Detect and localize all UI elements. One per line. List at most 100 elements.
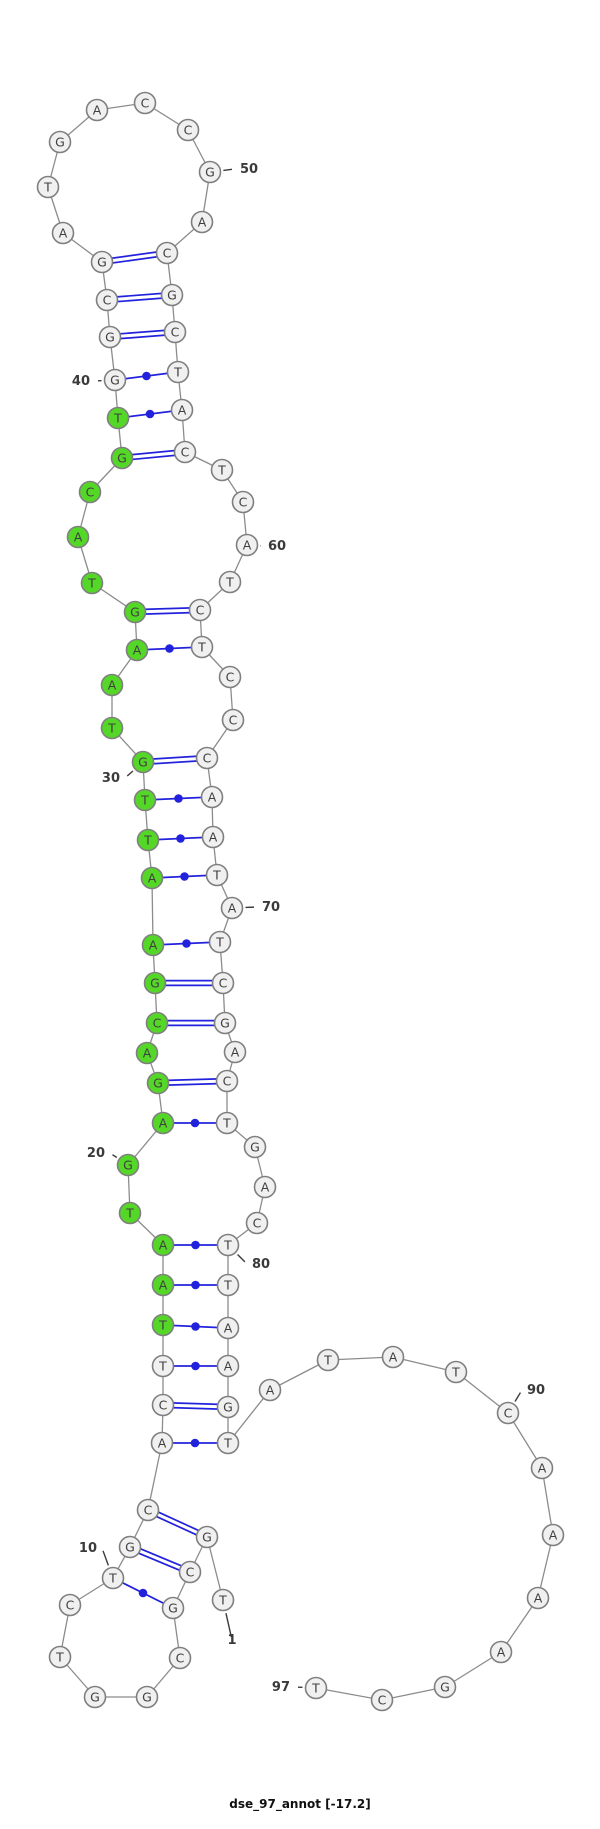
nucleotide-10-base: T xyxy=(108,1570,117,1585)
nucleotide-43-base: G xyxy=(97,254,107,269)
nucleotide-15-base: T xyxy=(158,1358,167,1373)
basepair-dot xyxy=(191,1281,200,1290)
position-label-70: 70 xyxy=(262,900,280,915)
position-label-97: 97 xyxy=(272,1680,290,1695)
nucleotide-46-base: G xyxy=(55,134,65,149)
nucleotide-17-base: A xyxy=(159,1277,168,1292)
basepair-dot xyxy=(191,1241,200,1250)
nucleotide-96-base: C xyxy=(378,1692,387,1707)
nucleotide-30-base: G xyxy=(138,754,148,769)
nucleotide-34-base: G xyxy=(130,604,140,619)
basepair-dot xyxy=(191,1439,200,1448)
nucleotide-66-base: C xyxy=(203,750,212,765)
nucleotide-27-base: A xyxy=(148,870,157,885)
nucleotide-70-base: A xyxy=(228,900,237,915)
nucleotide-58-base: T xyxy=(217,462,226,477)
nucleotide-85-base: T xyxy=(223,1435,232,1450)
basepair-dot xyxy=(191,1322,200,1331)
position-label-40: 40 xyxy=(72,374,90,389)
nucleotide-1-base: T xyxy=(218,1592,227,1607)
basepair-dot xyxy=(182,939,191,948)
nucleotide-82-base: A xyxy=(224,1320,233,1335)
nucleotide-49-base: C xyxy=(184,122,193,137)
nucleotide-89-base: T xyxy=(451,1364,460,1379)
nucleotide-64-base: C xyxy=(226,669,235,684)
nucleotide-31-base: T xyxy=(107,720,116,735)
nucleotide-93-base: A xyxy=(534,1590,543,1605)
nucleotide-44-base: A xyxy=(59,225,68,240)
nucleotide-69-base: T xyxy=(212,867,221,882)
basepair-dot xyxy=(191,1119,200,1128)
position-label-1: 1 xyxy=(227,1633,236,1648)
position-label-tick xyxy=(515,1393,520,1402)
nucleotide-88-base: A xyxy=(389,1349,398,1364)
basepair-dot xyxy=(191,1362,200,1371)
nucleotide-80-base: T xyxy=(223,1237,232,1252)
nucleotide-5-base: C xyxy=(176,1650,185,1665)
nucleotide-37-base: C xyxy=(86,484,95,499)
plot-caption: dse_97_annot [-17.2] xyxy=(0,1797,600,1811)
nucleotide-19-base: T xyxy=(125,1205,134,1220)
nucleotide-45-base: T xyxy=(43,179,52,194)
nucleotide-68-base: A xyxy=(209,829,218,844)
nucleotide-41-base: G xyxy=(105,329,115,344)
nucleotide-16-base: T xyxy=(158,1317,167,1332)
nucleotide-71-base: T xyxy=(215,934,224,949)
nucleotide-60-base: A xyxy=(243,537,252,552)
position-label-10: 10 xyxy=(79,1541,97,1556)
nucleotide-39-base: T xyxy=(113,410,122,425)
position-label-60: 60 xyxy=(268,539,286,554)
nucleotide-78-base: A xyxy=(261,1179,270,1194)
position-label-tick xyxy=(112,1155,116,1158)
nucleotide-12-base: C xyxy=(144,1502,153,1517)
nucleotide-90-base: C xyxy=(504,1405,513,1420)
nucleotide-18-base: A xyxy=(159,1237,168,1252)
nucleotide-7-base: G xyxy=(90,1689,100,1704)
position-label-20: 20 xyxy=(87,1146,105,1161)
nucleotide-42-base: C xyxy=(103,292,112,307)
position-label-30: 30 xyxy=(102,771,120,786)
nucleotide-77-base: G xyxy=(250,1139,260,1154)
nucleotide-22-base: G xyxy=(153,1075,163,1090)
nucleotide-52-base: C xyxy=(163,245,172,260)
nucleotide-14-base: C xyxy=(159,1397,168,1412)
nucleotide-40-base: G xyxy=(110,372,120,387)
nucleotide-76-base: T xyxy=(222,1115,231,1130)
position-label-90: 90 xyxy=(527,1383,545,1398)
nucleotide-84-base: G xyxy=(223,1399,233,1414)
nucleotide-55-base: T xyxy=(173,364,182,379)
nucleotide-13-base: A xyxy=(158,1435,167,1450)
nucleotide-72-base: C xyxy=(219,975,228,990)
nucleotide-21-base: A xyxy=(159,1115,168,1130)
nucleotide-95-base: G xyxy=(440,1679,450,1694)
nucleotide-29-base: T xyxy=(140,792,149,807)
nucleotide-24-base: C xyxy=(153,1015,162,1030)
nucleotide-87-base: T xyxy=(323,1352,332,1367)
nucleotide-35-base: T xyxy=(87,575,96,590)
basepair-dot xyxy=(146,410,155,419)
nucleotide-2-base: G xyxy=(202,1529,212,1544)
nucleotide-26-base: A xyxy=(149,937,158,952)
nucleotide-38-base: G xyxy=(117,450,127,465)
nucleotide-75-base: C xyxy=(223,1073,232,1088)
basepair-dot xyxy=(139,1589,148,1598)
nucleotide-25-base: G xyxy=(150,975,160,990)
nucleotide-20-base: G xyxy=(123,1157,133,1172)
nucleotide-33-base: A xyxy=(133,642,142,657)
nucleotide-6-base: G xyxy=(142,1689,152,1704)
nucleotide-54-base: C xyxy=(171,324,180,339)
basepair-dot xyxy=(142,372,151,381)
nucleotide-83-base: A xyxy=(224,1358,233,1373)
position-label-tick xyxy=(238,1255,245,1262)
position-label-tick xyxy=(223,169,232,170)
nucleotide-36-base: A xyxy=(74,529,83,544)
nucleotide-97-base: T xyxy=(311,1680,320,1695)
nucleotide-62-base: C xyxy=(196,602,205,617)
nucleotide-86-base: A xyxy=(266,1382,275,1397)
position-label-80: 80 xyxy=(252,1257,270,1272)
nucleotide-67-base: A xyxy=(208,789,217,804)
nucleotide-81-base: T xyxy=(223,1277,232,1292)
nucleotide-59-base: C xyxy=(239,494,248,509)
nucleotide-73-base: G xyxy=(220,1015,230,1030)
